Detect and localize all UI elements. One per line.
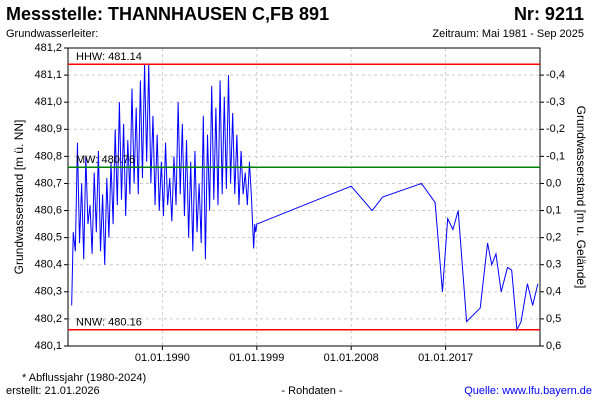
raw-data-note: - Rohdaten - <box>281 385 342 397</box>
y-tick-label: 480,6 <box>34 204 62 216</box>
subtitle-left: Grundwasserleiter: <box>6 28 98 40</box>
footnote: * Abflussjahr (1980-2024) <box>22 372 146 384</box>
y2-tick-label: -0,2 <box>546 123 565 135</box>
y2-axis-label: Grundwasserstand [m u. Gelände] <box>574 106 588 289</box>
y2-tick-label: 0,2 <box>546 232 561 244</box>
x-tick-label: 01.01.1999 <box>229 352 284 364</box>
plot-frame <box>67 47 541 347</box>
y2-tick-label: 0,5 <box>546 313 561 325</box>
y-axis-label: Grundwasserstand [m ü. NN] <box>12 120 26 275</box>
y-tick-label: 480,5 <box>34 232 62 244</box>
y2-tick-label: 0,1 <box>546 204 561 216</box>
y2-tick-label: 0,0 <box>546 177 561 189</box>
y2-tick-label: 0,3 <box>546 259 561 271</box>
y2-tick-label: -0,3 <box>546 96 565 108</box>
source-link[interactable]: Quelle: www.lfu.bayern.de <box>464 385 592 397</box>
reference-label: MW: 480.76 <box>76 154 135 166</box>
y2-tick-label: -0,1 <box>546 150 565 162</box>
reference-label: NNW: 480.16 <box>76 317 142 329</box>
x-tick-label: 01.01.2017 <box>418 352 473 364</box>
created-date: erstellt: 21.01.2026 <box>6 385 100 397</box>
y-tick-label: 480,7 <box>34 177 62 189</box>
chart-title: Messstelle: THANNHAUSEN C,FB 891 <box>6 4 329 24</box>
y-tick-label: 481,1 <box>34 69 62 81</box>
y-tick-label: 481,0 <box>34 96 62 108</box>
x-tick-label: 01.01.2008 <box>324 352 379 364</box>
y-tick-label: 480,9 <box>34 123 62 135</box>
y-tick-label: 480,3 <box>34 286 62 298</box>
data-line <box>71 64 539 332</box>
y-tick-label: 480,1 <box>34 340 62 352</box>
station-number: Nr: 9211 <box>514 4 584 24</box>
y2-tick-label: 0,4 <box>546 286 561 298</box>
x-tick-label: 01.01.1990 <box>135 352 190 364</box>
y-tick-label: 480,8 <box>34 150 62 162</box>
y2-tick-label: 0,6 <box>546 340 561 352</box>
y-tick-label: 481,2 <box>34 42 62 54</box>
y-tick-label: 480,2 <box>34 313 62 325</box>
subtitle-right: Zeitraum: Mai 1981 - Sep 2025 <box>432 28 584 40</box>
y-tick-label: 480,4 <box>34 259 62 271</box>
reference-label: HHW: 481.14 <box>76 51 142 63</box>
y2-tick-label: -0,4 <box>546 69 565 81</box>
